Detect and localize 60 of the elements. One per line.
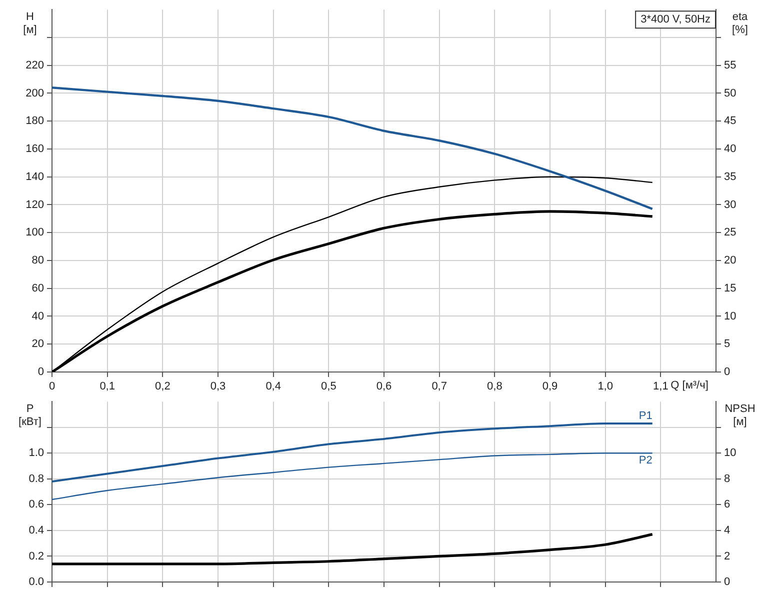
y-tick-label: 200 xyxy=(26,87,44,100)
series-label: P1 xyxy=(638,410,652,422)
x-tick-label: 0,4 xyxy=(266,380,281,393)
y2-tick-label: 20 xyxy=(724,254,736,267)
x-tick-label: 0,3 xyxy=(210,380,226,393)
y2-tick-label: 2 xyxy=(724,550,730,562)
y-tick-label: 160 xyxy=(26,143,44,156)
y2-tick-label: 0 xyxy=(724,576,730,588)
line-series xyxy=(52,533,654,566)
y-tick-label: 0.4 xyxy=(28,524,44,536)
y-tick-label: 220 xyxy=(26,59,44,72)
y-tick-label: 60 xyxy=(32,282,44,294)
x-tick-label: 0,7 xyxy=(432,380,447,393)
y2-tick-label: 40 xyxy=(724,143,736,156)
x-tick-label: 1,0 xyxy=(598,380,613,393)
x-tick-label: 0,2 xyxy=(155,380,170,393)
x-tick-label: 0,1 xyxy=(100,380,115,393)
y2-tick-label: 8 xyxy=(724,472,730,485)
y2-axis-title: eta [%] xyxy=(732,11,749,36)
y2-tick-label: 10 xyxy=(724,310,736,322)
y2-tick-label: 25 xyxy=(724,226,736,239)
x-axis-title: Q [м³/ч] xyxy=(670,380,708,392)
y2-tick-label: 0 xyxy=(724,366,730,378)
line-series xyxy=(52,422,654,482)
y2-tick-label: 30 xyxy=(724,198,736,211)
y-tick-label: 140 xyxy=(26,170,44,183)
y-tick-label: 0.2 xyxy=(28,550,44,562)
y-tick-label: 100 xyxy=(26,226,44,239)
y2-tick-label: 5 xyxy=(724,338,730,350)
y-axis-title: H [м] xyxy=(23,11,37,36)
line-series xyxy=(52,86,654,210)
y2-tick-label: 10 xyxy=(724,447,736,460)
y-axis-title: P [кВт] xyxy=(18,403,42,428)
series-label: P2 xyxy=(638,454,652,467)
x-tick-label: 0,8 xyxy=(487,380,502,393)
y-tick-label: 0.0 xyxy=(28,576,44,588)
x-tick-label: 0,9 xyxy=(542,380,558,393)
y-tick-label: 120 xyxy=(26,198,44,211)
line-series xyxy=(52,452,653,500)
y-tick-label: 180 xyxy=(26,115,44,128)
y2-tick-label: 15 xyxy=(724,282,736,294)
x-tick-label: 0 xyxy=(48,380,56,393)
y2-tick-label: 4 xyxy=(724,524,730,536)
y2-axis-title: NPSH [м] xyxy=(724,403,756,428)
y2-tick-label: 50 xyxy=(724,87,736,100)
annotation: 3*400 V, 50Hz xyxy=(640,14,711,26)
y-tick-label: 0.8 xyxy=(28,472,44,485)
y2-tick-label: 55 xyxy=(724,59,736,72)
y-tick-label: 1.0 xyxy=(28,447,44,460)
x-tick-label: 0,5 xyxy=(321,380,336,393)
y-tick-label: 80 xyxy=(32,254,44,267)
y-tick-label: 40 xyxy=(32,310,44,322)
y2-tick-label: 45 xyxy=(724,115,736,128)
y-tick-label: 20 xyxy=(32,338,44,350)
y2-tick-label: 6 xyxy=(724,498,730,511)
y2-tick-label: 35 xyxy=(724,170,736,183)
y-tick-label: 0.6 xyxy=(28,498,44,511)
y-tick-label: 0 xyxy=(38,366,44,378)
x-tick-label: 1,1 xyxy=(653,380,668,393)
x-tick-label: 0,6 xyxy=(376,380,392,393)
